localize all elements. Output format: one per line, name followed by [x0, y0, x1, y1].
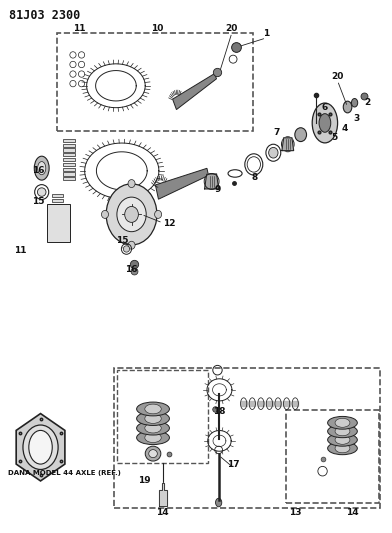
Ellipse shape — [328, 416, 358, 429]
Text: 15: 15 — [31, 197, 44, 206]
Ellipse shape — [145, 446, 161, 461]
Polygon shape — [172, 74, 216, 110]
Ellipse shape — [38, 161, 46, 175]
Text: 14: 14 — [346, 507, 359, 516]
Ellipse shape — [328, 442, 358, 455]
Bar — [63, 177, 75, 180]
Text: 81J03 2300: 81J03 2300 — [9, 9, 80, 22]
Bar — [52, 199, 63, 202]
Polygon shape — [249, 401, 255, 406]
Ellipse shape — [123, 246, 130, 252]
Polygon shape — [266, 401, 272, 406]
Bar — [63, 172, 75, 175]
Polygon shape — [283, 401, 290, 406]
Bar — [52, 204, 63, 207]
Ellipse shape — [154, 211, 162, 219]
Text: 9: 9 — [214, 185, 221, 194]
Bar — [63, 144, 75, 147]
Text: 20: 20 — [226, 24, 238, 33]
Ellipse shape — [137, 431, 169, 445]
Ellipse shape — [128, 180, 135, 188]
Bar — [63, 163, 75, 166]
Ellipse shape — [37, 188, 46, 196]
Bar — [63, 158, 75, 161]
Ellipse shape — [216, 498, 222, 507]
Text: 2: 2 — [365, 98, 371, 107]
Ellipse shape — [117, 197, 146, 232]
Ellipse shape — [145, 414, 161, 423]
Ellipse shape — [106, 184, 157, 245]
Ellipse shape — [328, 433, 358, 446]
Ellipse shape — [335, 418, 350, 427]
Ellipse shape — [137, 421, 169, 435]
Bar — [52, 213, 63, 216]
Bar — [47, 204, 70, 242]
Bar — [52, 223, 63, 226]
Text: 20: 20 — [331, 71, 344, 80]
Ellipse shape — [149, 450, 157, 458]
Text: 15: 15 — [116, 237, 128, 246]
Polygon shape — [258, 401, 264, 406]
Text: 1: 1 — [263, 29, 269, 38]
Bar — [52, 208, 63, 212]
Polygon shape — [241, 401, 247, 406]
Polygon shape — [158, 483, 167, 506]
Text: 11: 11 — [73, 24, 85, 33]
Text: 19: 19 — [138, 476, 151, 484]
Text: 17: 17 — [227, 460, 240, 469]
Ellipse shape — [145, 423, 161, 433]
Polygon shape — [16, 414, 65, 481]
Text: 16: 16 — [31, 166, 44, 175]
Ellipse shape — [335, 427, 350, 436]
Bar — [63, 167, 75, 171]
Ellipse shape — [343, 101, 352, 113]
Text: DANA MODEL 44 AXLE (REF.): DANA MODEL 44 AXLE (REF.) — [8, 470, 121, 475]
Bar — [52, 194, 63, 197]
Ellipse shape — [102, 211, 109, 219]
Ellipse shape — [312, 103, 338, 143]
Text: 13: 13 — [289, 507, 302, 516]
Text: 4: 4 — [342, 124, 348, 133]
Text: 14: 14 — [156, 507, 169, 516]
Text: 10: 10 — [151, 24, 163, 33]
Ellipse shape — [137, 411, 169, 425]
Text: 12: 12 — [163, 220, 175, 229]
Polygon shape — [275, 401, 281, 406]
Ellipse shape — [269, 148, 278, 158]
Text: 16: 16 — [125, 265, 138, 273]
Ellipse shape — [352, 99, 358, 107]
Bar — [63, 139, 75, 142]
Bar — [63, 149, 75, 152]
Bar — [52, 218, 63, 221]
Ellipse shape — [128, 241, 135, 249]
Ellipse shape — [335, 444, 350, 453]
Polygon shape — [205, 174, 219, 189]
Ellipse shape — [295, 128, 307, 142]
Text: 3: 3 — [353, 114, 359, 123]
Ellipse shape — [328, 425, 358, 438]
Text: 7: 7 — [273, 128, 279, 137]
Ellipse shape — [23, 425, 58, 470]
Text: 5: 5 — [332, 133, 338, 142]
Polygon shape — [282, 138, 294, 151]
Ellipse shape — [145, 404, 161, 414]
Ellipse shape — [29, 431, 52, 464]
Ellipse shape — [125, 206, 138, 222]
Text: 18: 18 — [213, 407, 226, 416]
Text: 6: 6 — [322, 102, 328, 111]
Ellipse shape — [137, 402, 169, 416]
Ellipse shape — [319, 114, 331, 132]
Ellipse shape — [34, 156, 49, 180]
Ellipse shape — [335, 435, 350, 445]
Text: 11: 11 — [14, 246, 27, 255]
Polygon shape — [155, 168, 209, 199]
Bar — [52, 228, 63, 231]
Polygon shape — [292, 401, 298, 406]
Ellipse shape — [145, 433, 161, 442]
Text: 8: 8 — [251, 173, 258, 182]
Bar — [63, 154, 75, 157]
